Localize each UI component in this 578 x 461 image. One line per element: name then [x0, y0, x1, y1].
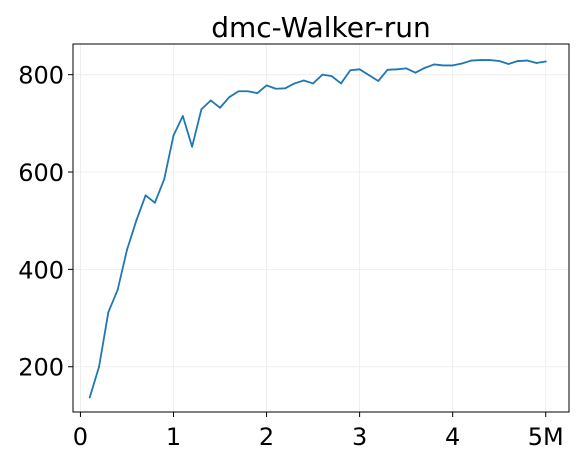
y-tick-label: 400: [18, 256, 64, 284]
data-point: [237, 90, 240, 93]
data-point: [358, 68, 361, 71]
data-point: [98, 365, 100, 368]
x-tick-label: 4: [445, 423, 460, 451]
data-point: [284, 87, 287, 90]
data-point: [302, 79, 305, 82]
data-point: [274, 87, 277, 90]
x-tick-label: 5M: [528, 423, 564, 451]
data-point: [377, 80, 380, 82]
data-point: [470, 59, 473, 62]
data-point: [219, 106, 221, 109]
data-point: [489, 59, 491, 61]
data-point: [135, 219, 138, 222]
data-point: [107, 311, 110, 314]
data-point: [368, 74, 370, 77]
data-point: [265, 84, 268, 87]
y-axis: 200 400 600 800: [18, 62, 73, 382]
data-point: [293, 82, 296, 85]
data-point: [181, 115, 184, 117]
plot-frame: [72, 43, 570, 413]
data-point: [209, 99, 212, 102]
chart-title: dmc-Walker-run: [211, 11, 431, 44]
y-tick-label: 800: [18, 62, 64, 90]
data-point: [442, 64, 445, 67]
data-point: [256, 92, 259, 95]
data-point: [544, 60, 547, 63]
data-point: [126, 249, 128, 251]
data-point: [349, 69, 352, 72]
data-point: [144, 194, 147, 197]
series-line: [88, 59, 547, 399]
data-point: [414, 71, 417, 74]
data-point: [163, 178, 166, 181]
y-tick-label: 200: [18, 354, 64, 382]
data-point: [172, 134, 175, 137]
data-point: [153, 201, 156, 204]
data-point: [116, 288, 119, 291]
data-point: [516, 60, 519, 62]
data-point: [88, 396, 91, 399]
data-point: [340, 82, 342, 85]
data-point: [386, 68, 389, 71]
data-point: [498, 60, 501, 62]
data-point: [433, 63, 435, 66]
x-tick-label: 1: [166, 423, 181, 451]
data-point: [191, 145, 194, 148]
data-point: [200, 108, 203, 111]
data-point: [507, 63, 510, 65]
data-point: [405, 67, 408, 70]
data-point: [312, 82, 314, 85]
y-tick-label: 600: [18, 159, 64, 187]
data-point: [330, 75, 333, 78]
data-point: [451, 64, 454, 67]
grid: [73, 44, 569, 412]
x-axis: 0 1 2 3 4 5M: [73, 412, 564, 451]
data-point: [535, 62, 538, 64]
x-tick-label: 2: [259, 423, 274, 451]
series-layer: [88, 59, 547, 399]
x-tick-label: 3: [352, 423, 367, 451]
data-point: [526, 59, 529, 62]
data-point: [395, 68, 398, 71]
data-point: [423, 66, 426, 69]
data-point: [247, 90, 249, 93]
data-point: [321, 73, 324, 76]
x-tick-label: 0: [73, 423, 88, 451]
data-point: [479, 59, 482, 61]
data-point: [228, 96, 231, 98]
data-point: [461, 62, 463, 65]
